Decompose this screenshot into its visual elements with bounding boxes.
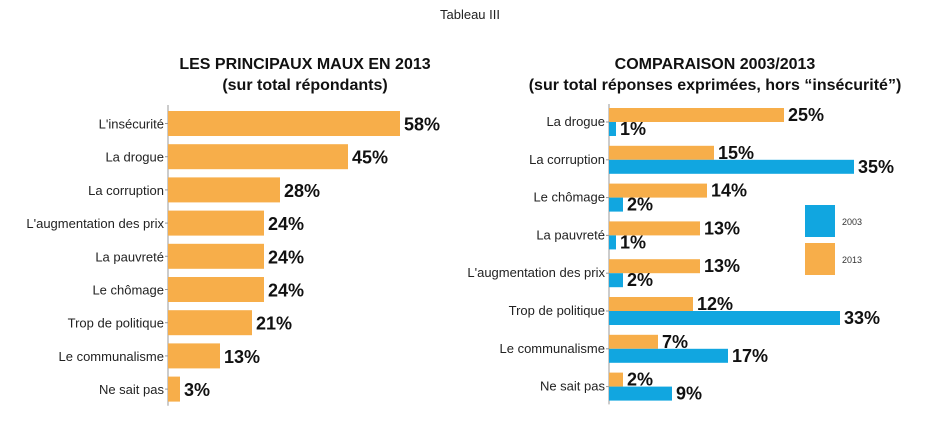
- right-value-label-2013-le-communalisme: 7%: [662, 332, 688, 352]
- page-title: Tableau III: [440, 7, 500, 22]
- right-bar-2013-la-pauvrete: [609, 221, 700, 236]
- legend-swatch-2003: [805, 205, 835, 237]
- right-bar-chart: La drogue 25% 1% La corruption 15% 35% Le chôm…: [467, 104, 894, 405]
- right-bar-2013-le-communalisme: [609, 334, 658, 349]
- left-category-label-la-drogue: La drogue: [105, 150, 164, 165]
- left-value-label-la-drogue: 45%: [352, 148, 388, 168]
- left-category-label-trop-de-politique: Trop de politique: [68, 316, 164, 331]
- left-bar-trop-de-politique: [168, 310, 252, 336]
- right-category-label-trop-de-politique: Trop de politique: [509, 303, 605, 318]
- right-chart-title: COMPARAISON 2003/2013 (sur total réponse…: [500, 54, 930, 96]
- legend-label-2013: 2013: [842, 255, 862, 265]
- left-value-label-la-corruption: 28%: [284, 181, 320, 201]
- left-bar-la-drogue: [168, 144, 348, 170]
- right-value-label-2003-le-communalisme: 17%: [732, 346, 768, 366]
- left-value-label-le-communalisme: 13%: [224, 347, 260, 367]
- left-category-label-la-pauvrete: La pauvreté: [95, 249, 164, 264]
- left-value-label-ne-sait-pas: 3%: [184, 380, 210, 400]
- right-bar-2013-la-drogue: [609, 108, 784, 122]
- left-category-label-le-communalisme: Le communalisme: [59, 349, 165, 364]
- left-value-label-le-chomage: 24%: [268, 281, 304, 301]
- left-bar-le-chomage: [168, 277, 264, 302]
- left-chart-subtitle: (sur total répondants): [222, 77, 388, 94]
- right-bar-2003-l-augmentation-des-prix: [609, 273, 623, 288]
- right-category-label-la-pauvrete: La pauvreté: [536, 227, 605, 242]
- right-value-label-2013-la-drogue: 25%: [788, 105, 824, 125]
- right-bar-2003-la-drogue: [609, 122, 616, 136]
- left-value-label-l-insecurite: 58%: [404, 115, 440, 135]
- legend: 2003 2013: [805, 205, 862, 275]
- left-category-label-l-insecurite: L'insécurité: [99, 117, 164, 132]
- left-chart-title-line: LES PRINCIPAUX MAUX EN 2013: [179, 56, 431, 73]
- right-bar-2013-le-chomage: [609, 183, 707, 198]
- right-category-label-le-chomage: Le chômage: [533, 190, 605, 205]
- right-bar-2003-la-pauvrete: [609, 235, 616, 250]
- right-bar-2003-le-chomage: [609, 197, 623, 212]
- right-value-label-2013-le-chomage: 14%: [711, 181, 747, 201]
- left-value-label-trop-de-politique: 21%: [256, 314, 292, 334]
- right-bar-2013-l-augmentation-des-prix: [609, 259, 700, 274]
- right-bar-2013-la-corruption: [609, 145, 714, 160]
- right-value-label-2013-la-pauvrete: 13%: [704, 218, 740, 238]
- right-value-label-2013-ne-sait-pas: 2%: [627, 370, 653, 390]
- right-bar-2013-trop-de-politique: [609, 297, 693, 311]
- left-category-label-ne-sait-pas: Ne sait pas: [99, 382, 165, 397]
- right-category-label-la-drogue: La drogue: [546, 114, 605, 129]
- right-chart-title-line: COMPARAISON 2003/2013: [614, 56, 816, 73]
- right-value-label-2003-ne-sait-pas: 9%: [676, 384, 702, 404]
- right-category-label-ne-sait-pas: Ne sait pas: [540, 379, 606, 394]
- legend-label-2003: 2003: [842, 217, 862, 227]
- right-chart-subtitle: (sur total réponses exprimées, hors “ins…: [528, 77, 902, 94]
- right-bar-2003-trop-de-politique: [609, 311, 840, 325]
- left-category-label-le-chomage: Le chômage: [92, 283, 164, 298]
- legend-swatch-2013: [805, 243, 835, 275]
- left-bar-ne-sait-pas: [168, 376, 180, 402]
- left-chart-title: LES PRINCIPAUX MAUX EN 2013 (sur total r…: [150, 54, 460, 96]
- left-category-label-l-augmentation-des-prix: L'augmentation des prix: [26, 216, 164, 231]
- right-bar-2003-ne-sait-pas: [609, 386, 672, 401]
- left-value-label-la-pauvrete: 24%: [268, 247, 304, 267]
- right-category-label-le-communalisme: Le communalisme: [500, 341, 606, 356]
- left-bar-le-communalisme: [168, 343, 220, 369]
- right-value-label-2003-la-pauvrete: 1%: [620, 232, 646, 252]
- right-bar-2003-le-communalisme: [609, 348, 728, 363]
- right-bar-2003-la-corruption: [609, 159, 854, 174]
- left-bar-l-augmentation-des-prix: [168, 210, 264, 236]
- right-value-label-2013-l-augmentation-des-prix: 13%: [704, 256, 740, 276]
- left-value-label-l-augmentation-des-prix: 24%: [268, 214, 304, 234]
- right-value-label-2003-la-drogue: 1%: [620, 119, 646, 139]
- right-value-label-2003-le-chomage: 2%: [627, 195, 653, 215]
- right-value-label-2013-la-corruption: 15%: [718, 143, 754, 163]
- left-bar-la-corruption: [168, 177, 280, 203]
- right-value-label-2003-trop-de-politique: 33%: [844, 308, 880, 328]
- right-bar-2013-ne-sait-pas: [609, 372, 623, 387]
- right-value-label-2013-trop-de-politique: 12%: [697, 294, 733, 314]
- left-category-label-la-corruption: La corruption: [88, 183, 164, 198]
- right-value-label-2003-la-corruption: 35%: [858, 157, 894, 177]
- right-category-label-l-augmentation-des-prix: L'augmentation des prix: [467, 265, 605, 280]
- left-bar-chart: L'insécurité 58% La drogue 45% La corruption…: [26, 105, 440, 406]
- left-bar-la-pauvrete: [168, 243, 264, 269]
- left-bar-l-insecurite: [168, 111, 400, 136]
- right-value-label-2003-l-augmentation-des-prix: 2%: [627, 270, 653, 290]
- right-category-label-la-corruption: La corruption: [529, 152, 605, 167]
